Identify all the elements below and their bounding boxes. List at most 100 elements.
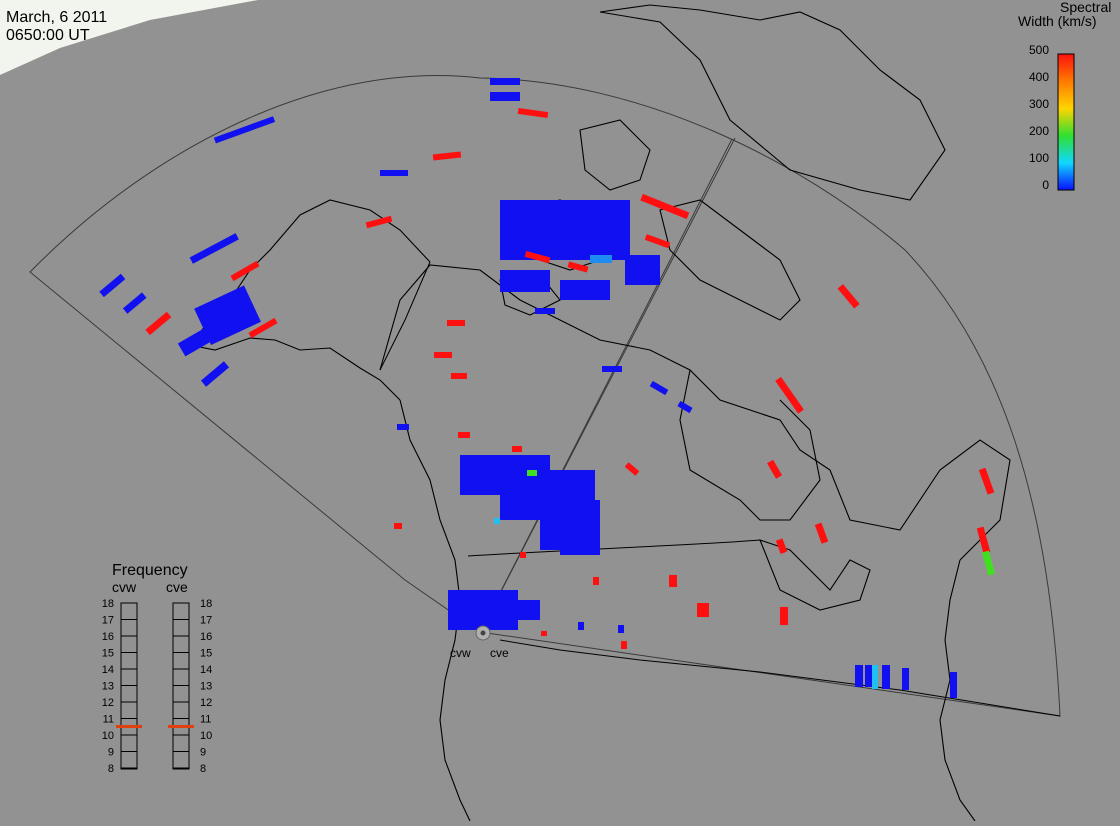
colorbar-ticks: 500 400 300 200 100 0 [1029,43,1049,192]
echo-cell [490,92,520,101]
echo-cell [500,200,630,260]
frequency-radar-label-cve: cve [166,579,188,595]
frequency-tick-label: 17 [200,615,212,627]
colorbar-tick: 400 [1029,70,1049,84]
colorbar-tick: 100 [1029,151,1049,165]
timestamp: March, 6 2011 0650:00 UT [6,9,107,44]
frequency-tick-label: 15 [102,648,114,660]
echo-cell [432,151,462,161]
echo-cell [524,250,551,264]
frequency-tick-label: 11 [200,714,211,726]
greenland-coast [599,4,946,201]
echo-cell [189,233,239,264]
radar-site-marker [480,630,486,636]
echo-cell [865,665,873,687]
colorbar-title-line1: Spectral [1060,0,1111,15]
echo-cell [394,523,402,529]
echoes-low-width [99,78,957,698]
frequency-tick-label: 17 [102,615,114,627]
state-border [499,639,1061,717]
echo-cell [500,600,540,620]
echo-cell [145,311,172,336]
echoes-high-width [145,107,995,649]
echo-cell [535,308,555,314]
daylight-region [0,0,258,75]
echo-cell [380,170,408,176]
us-east-coast [939,559,976,822]
echo-cell [697,603,709,617]
echo-cell [567,261,589,273]
alaska-canada-border [379,261,431,371]
fov-beam-edge-east [479,138,733,633]
field-of-view [29,74,1061,717]
radar-site-label-cve: cve [490,646,509,660]
echo-cell [520,552,526,558]
date-label: March, 6 2011 [6,9,107,26]
frequency-tick-label: 9 [108,747,114,759]
frequency-panel: Frequency cvw cve 18 18 17 17 16 16 15 15 14 14 13… [102,562,213,775]
echo-cell [397,424,409,430]
great-lakes [759,539,871,611]
frequency-tick-label: 12 [200,697,212,709]
echo-cell [775,376,804,414]
echo-cell [527,470,537,476]
echo-cell [365,215,393,229]
echo-cell [677,400,693,414]
frequency-tick-labels: 18 18 17 17 16 16 15 15 14 14 13 13 12 12 11 11 10 10 9 9 8 8 [102,598,213,775]
echo-cell [500,270,550,292]
frequency-tick-label: 14 [200,664,212,676]
echo-cell [593,577,599,585]
echo-cell [200,361,230,387]
frequency-radar-label-cvw: cvw [112,579,137,595]
frequency-tick-label: 8 [200,763,206,775]
time-label: 0650:00 UT [6,27,90,44]
fov-outline [29,74,1061,717]
echo-cell [625,255,660,285]
echo-cell [669,575,677,587]
frequency-tick-label: 11 [103,714,114,726]
frequency-tick-label: 15 [200,648,212,660]
frequency-tick-label: 8 [108,763,114,775]
colorbar-tick: 300 [1029,97,1049,111]
echo-cell [618,625,624,633]
frequency-tick-label: 9 [200,747,206,759]
echo-cell [982,550,996,576]
echo-cell [621,641,627,649]
frequency-tick-marks [121,602,189,769]
echo-cell [494,518,500,524]
echo-cell [775,538,788,554]
canada-arctic-coast [379,264,1011,561]
echo-cell [837,284,860,309]
echo-cell [560,530,600,555]
echo-cell [512,446,522,452]
echo-cell [517,107,549,119]
arctic-islands-2 [579,119,651,191]
frequency-tick-label: 14 [102,664,114,676]
colorbar-tick: 500 [1029,43,1049,57]
echo-cell [541,631,547,636]
echo-cell [855,665,863,687]
echo-cell [649,380,669,396]
radar-site-label-cvw: cvw [450,646,471,660]
frequency-tick-label: 18 [200,598,212,610]
colorbar-tick: 0 [1042,178,1049,192]
echo-cell [490,78,520,85]
frequency-tick-label: 12 [102,697,114,709]
echo-cell [767,459,783,479]
echo-cell [248,317,278,339]
echo-cell [882,665,890,689]
us-canada-border [467,539,761,557]
echo-cell [780,607,788,625]
echo-cell [950,672,957,698]
echo-cell [644,234,671,249]
echo-cell [451,373,467,379]
baffin-island [659,199,801,321]
hudson-bay-coast [679,369,821,521]
frequency-tick-label: 16 [102,631,114,643]
echo-cell [578,622,584,630]
borders [379,261,1061,717]
echo-cell [814,522,829,544]
coastlines [189,4,1011,822]
